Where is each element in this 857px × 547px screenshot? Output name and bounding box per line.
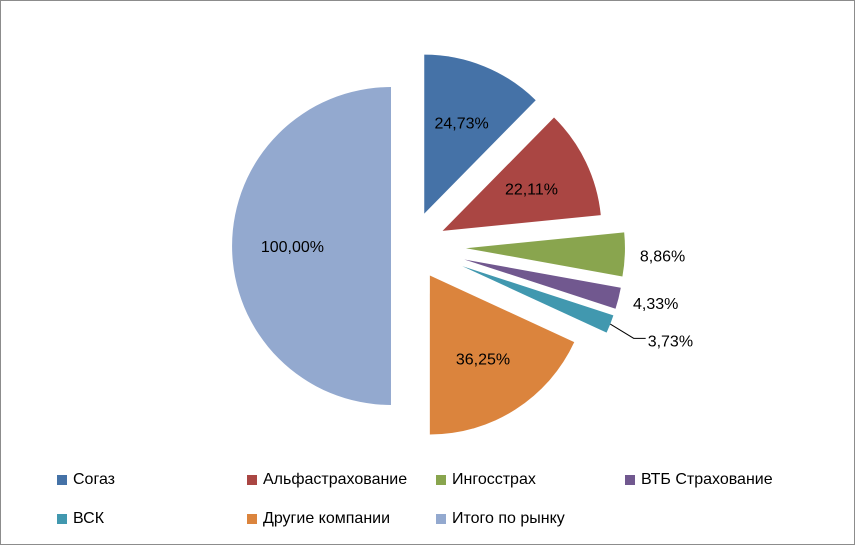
data-label: 4,33% bbox=[633, 296, 678, 313]
pie-slice bbox=[442, 117, 601, 231]
pie-slice bbox=[232, 86, 391, 405]
pie-slice bbox=[464, 259, 621, 309]
data-label: 24,73% bbox=[434, 115, 488, 132]
data-label: 8,86% bbox=[640, 248, 685, 265]
label-connector bbox=[609, 323, 646, 339]
pie-slice bbox=[424, 54, 536, 214]
pie-slice bbox=[465, 232, 625, 277]
data-labels: 24,73% 22,11% 8,86% 4,33% 3,73% 36,25% 100,00% bbox=[261, 115, 693, 368]
data-label: 36,25% bbox=[456, 352, 510, 369]
pie-slices bbox=[232, 54, 625, 435]
data-label: 3,73% bbox=[648, 333, 693, 350]
pie-slice bbox=[462, 266, 614, 333]
data-label: 22,11% bbox=[505, 181, 558, 198]
data-label: 100,00% bbox=[261, 239, 324, 256]
pie-slice bbox=[429, 275, 575, 435]
label-connectors bbox=[609, 323, 646, 339]
